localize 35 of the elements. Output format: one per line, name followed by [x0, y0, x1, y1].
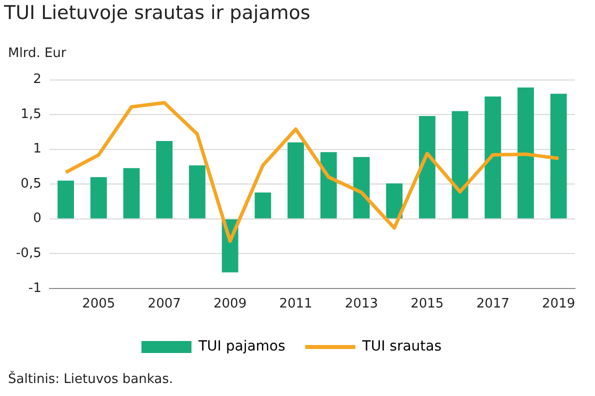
chart-title: TUI Lietuvoje srautas ir pajamos [4, 2, 310, 24]
y-tick-label: 2 [33, 72, 42, 88]
legend-label: TUI srautas [361, 338, 442, 355]
bar [123, 168, 140, 218]
bar [254, 192, 272, 218]
y-tick-label: 0,5 [20, 176, 42, 192]
x-tick-label: 2015 [410, 296, 444, 312]
bar [484, 96, 502, 218]
x-tick-label: 2011 [279, 296, 312, 312]
x-tick-label: 2019 [542, 296, 576, 312]
x-tick-label: 2017 [476, 296, 510, 312]
y-axis-title: Mlrd. Eur [8, 46, 66, 61]
y-tick-label: 0 [33, 211, 42, 226]
bar [452, 111, 468, 218]
bar [90, 177, 107, 218]
bar [288, 142, 304, 218]
legend-label: TUI pajamos [197, 338, 286, 355]
x-tick-label: 2009 [214, 296, 247, 312]
bar [320, 152, 337, 218]
y-tick-label: 1,5 [20, 106, 42, 122]
y-tick-label: -1 [28, 280, 42, 296]
bar [518, 87, 534, 218]
x-tick-label: 2005 [82, 296, 116, 312]
y-tick-label: 1 [33, 142, 42, 157]
bar [353, 156, 370, 218]
bar [418, 116, 436, 218]
x-tick-label: 2007 [148, 296, 181, 312]
bar [156, 140, 173, 218]
y-tick-label: -0,5 [16, 246, 42, 262]
bar [550, 94, 567, 218]
bar [386, 183, 403, 218]
x-tick-label: 2013 [344, 296, 378, 312]
bar [58, 180, 74, 218]
bar [188, 165, 206, 218]
text: Šaltinis: Lietuvos bankas. [8, 372, 174, 387]
